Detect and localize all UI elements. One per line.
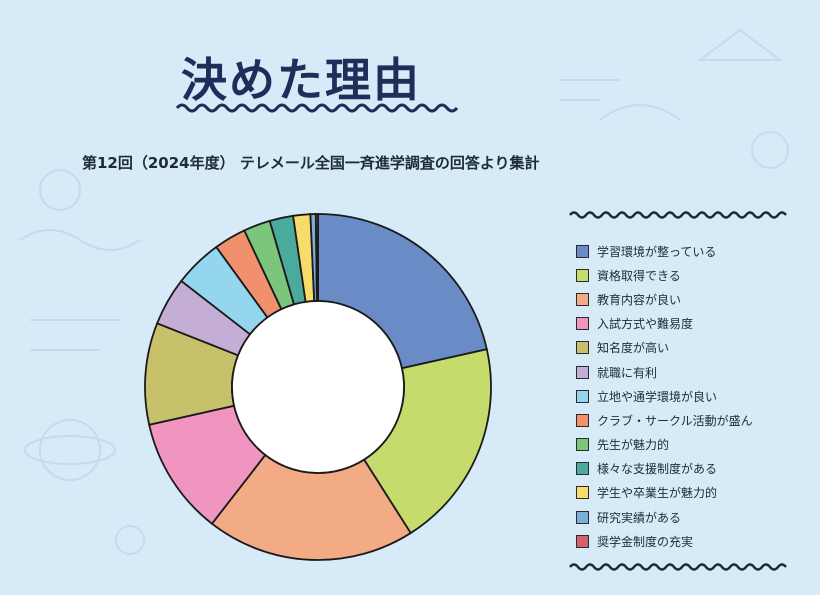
legend-item: クラブ・サークル活動が盛ん bbox=[568, 408, 790, 432]
legend-label: 資格取得できる bbox=[597, 268, 681, 283]
legend-swatch bbox=[576, 317, 589, 331]
legend-label: 研究実績がある bbox=[597, 510, 682, 525]
legend-label: 立地や通学環境が良い bbox=[597, 389, 718, 404]
legend-label: 知名度が高い bbox=[597, 341, 670, 356]
chart-subtitle: 第12回（2024年度） テレメール全国一斉進学調査の回答より集計 bbox=[82, 154, 540, 172]
chart-legend: 学習環境が整っている 資格取得できる 教育内容が良い 入試方式や難易度 知名度が高い 就職… bbox=[568, 206, 790, 577]
legend-swatch bbox=[576, 462, 589, 476]
legend-item: 立地や通学環境が良い bbox=[568, 384, 790, 408]
title-block: 決めた理由 bbox=[175, 38, 475, 118]
legend-wave-top bbox=[569, 211, 787, 219]
legend-item: 先生が魅力的 bbox=[568, 433, 790, 457]
legend-wave-bottom bbox=[569, 563, 787, 572]
legend-item: 学習環境が整っている bbox=[568, 239, 790, 263]
page-title: 決めた理由 bbox=[181, 53, 421, 107]
title-wave-underline bbox=[175, 103, 459, 113]
legend-swatch bbox=[576, 365, 589, 379]
donut-hole bbox=[231, 300, 405, 474]
legend-swatch bbox=[576, 486, 589, 500]
legend-swatch bbox=[576, 510, 589, 524]
legend-swatch bbox=[576, 268, 589, 282]
legend-label: 先生が魅力的 bbox=[597, 438, 670, 453]
legend-label: 奨学金制度の充実 bbox=[597, 534, 694, 549]
legend-item: 学生や卒業生が魅力的 bbox=[568, 481, 790, 505]
legend-item: 教育内容が良い bbox=[568, 287, 790, 311]
legend-swatch bbox=[576, 244, 589, 258]
legend-item: 資格取得できる bbox=[568, 263, 790, 287]
legend-label: 就職に有利 bbox=[597, 365, 658, 380]
donut-slice-13 bbox=[314, 213, 319, 302]
legend-swatch bbox=[576, 534, 589, 548]
legend-item: 様々な支援制度がある bbox=[568, 457, 790, 481]
legend-label: 様々な支援制度がある bbox=[597, 462, 718, 477]
legend-swatch bbox=[576, 341, 589, 355]
legend-label: 教育内容が良い bbox=[597, 292, 682, 307]
legend-list: 学習環境が整っている 資格取得できる 教育内容が良い 入試方式や難易度 知名度が高い 就職… bbox=[568, 239, 790, 553]
legend-label: 学生や卒業生が魅力的 bbox=[597, 486, 718, 501]
legend-item: 就職に有利 bbox=[568, 360, 790, 384]
legend-label: 入試方式や難易度 bbox=[597, 317, 694, 332]
legend-item: 知名度が高い bbox=[568, 336, 790, 360]
legend-swatch bbox=[576, 413, 589, 427]
legend-swatch bbox=[576, 389, 589, 403]
legend-item: 入試方式や難易度 bbox=[568, 312, 790, 336]
legend-swatch bbox=[576, 292, 589, 306]
legend-swatch bbox=[576, 438, 589, 452]
legend-label: クラブ・サークル活動が盛ん bbox=[597, 413, 753, 428]
legend-label: 学習環境が整っている bbox=[597, 244, 717, 259]
legend-item: 奨学金制度の充実 bbox=[568, 529, 790, 553]
legend-item: 研究実績がある bbox=[568, 505, 790, 529]
